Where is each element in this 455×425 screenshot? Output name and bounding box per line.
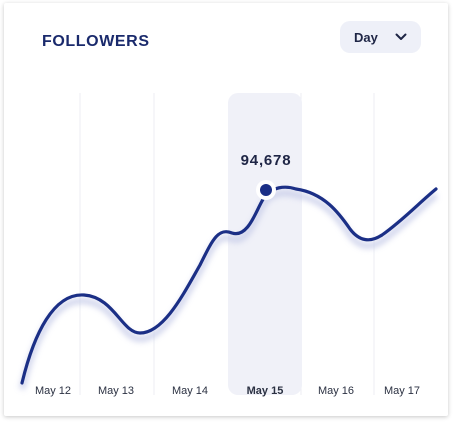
x-tick-label: May 15 xyxy=(247,385,284,397)
active-data-point[interactable] xyxy=(260,184,272,196)
x-tick-label: May 16 xyxy=(318,385,354,397)
followers-card: FOLLOWERS Day May 12 May 13 May 14 May 15 Ma… xyxy=(4,3,448,416)
card-title: FOLLOWERS xyxy=(42,33,150,50)
x-tick-label: May 17 xyxy=(384,385,420,397)
period-dropdown[interactable]: Day xyxy=(340,21,421,53)
x-tick-label: May 14 xyxy=(172,385,208,397)
series-line xyxy=(20,185,438,385)
active-value-label: 94,678 xyxy=(241,152,292,169)
active-day-highlight[interactable] xyxy=(228,93,302,395)
followers-line-chart: May 12 May 13 May 14 May 15 May 16 May 17 94,… xyxy=(19,93,438,397)
x-tick-label: May 12 xyxy=(35,385,71,397)
period-dropdown-value: Day xyxy=(354,29,378,45)
series-line-shadow xyxy=(19,190,438,390)
chevron-down-icon xyxy=(394,30,408,44)
x-tick-label: May 13 xyxy=(98,385,134,397)
